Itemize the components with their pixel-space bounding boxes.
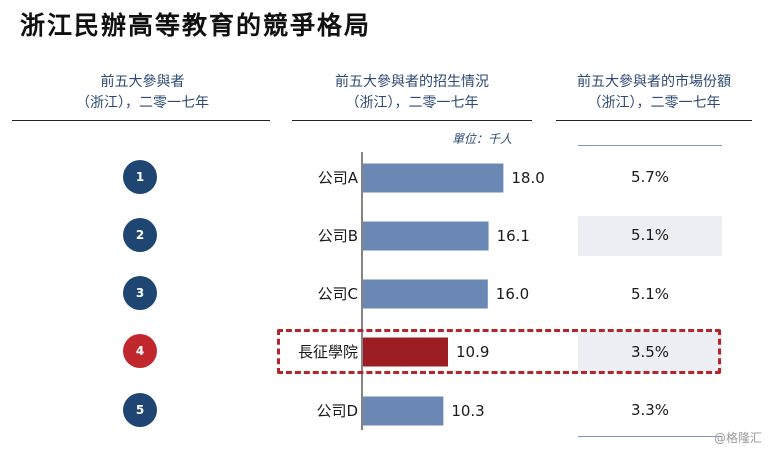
bar	[363, 221, 489, 251]
rank-circle: 1	[123, 160, 157, 194]
unit-label: 單位：千人	[452, 132, 513, 146]
share-row-bg	[578, 216, 722, 256]
bar	[363, 279, 488, 309]
category-label: 公司B	[318, 227, 358, 245]
header-enrollment: 前五大參與者的招生情況 （浙江），二零一七年	[292, 72, 532, 114]
share-top-rule	[578, 145, 722, 146]
market-share-value: 3.3%	[630, 401, 670, 419]
header-divider-1	[12, 120, 270, 121]
header-players-line1: 前五大參與者	[100, 74, 185, 90]
category-label: 公司C	[318, 285, 358, 303]
watermark: @格隆汇	[713, 431, 762, 445]
rank-circle: 3	[123, 276, 157, 310]
value-label: 16.1	[497, 227, 530, 245]
header-divider-3	[556, 120, 752, 121]
page-title: 浙江民辦高等教育的競爭格局	[20, 11, 372, 40]
category-label: 公司A	[318, 169, 359, 187]
category-label: 公司D	[316, 402, 358, 420]
header-players: 前五大參與者 （浙江），二零一七年	[20, 72, 265, 114]
bar	[363, 396, 444, 426]
bar	[363, 163, 504, 193]
value-label: 16.0	[496, 285, 529, 303]
value-label: 10.3	[451, 402, 484, 420]
header-enrollment-line2: （浙江），二零一七年	[345, 95, 479, 111]
rank-circle: 5	[123, 393, 157, 427]
header-divider-2	[292, 120, 532, 121]
rank-circle: 2	[123, 218, 157, 252]
bar	[363, 337, 449, 367]
market-share-value: 5.7%	[630, 168, 670, 186]
header-players-line2: （浙江），二零一七年	[76, 95, 209, 111]
value-label: 10.9	[456, 343, 489, 361]
highlight-dashed-box	[277, 329, 721, 374]
share-bottom-rule	[578, 436, 722, 437]
value-label: 18.0	[511, 169, 544, 187]
market-share-value: 5.1%	[630, 285, 670, 303]
header-share-line1: 前五大參與者的市場份額	[577, 74, 731, 90]
rank-circle-highlight: 4	[123, 334, 157, 368]
market-share-value: 3.5%	[630, 343, 670, 361]
category-label: 長征學院	[298, 343, 358, 361]
share-row-bg	[578, 332, 722, 372]
header-enrollment-line1: 前五大參與者的招生情況	[335, 74, 489, 90]
market-share-value: 5.1%	[630, 226, 670, 244]
header-share-line2: （浙江），二零一七年	[587, 95, 721, 111]
header-market-share: 前五大參與者的市場份額 （浙江），二零一七年	[556, 72, 752, 114]
